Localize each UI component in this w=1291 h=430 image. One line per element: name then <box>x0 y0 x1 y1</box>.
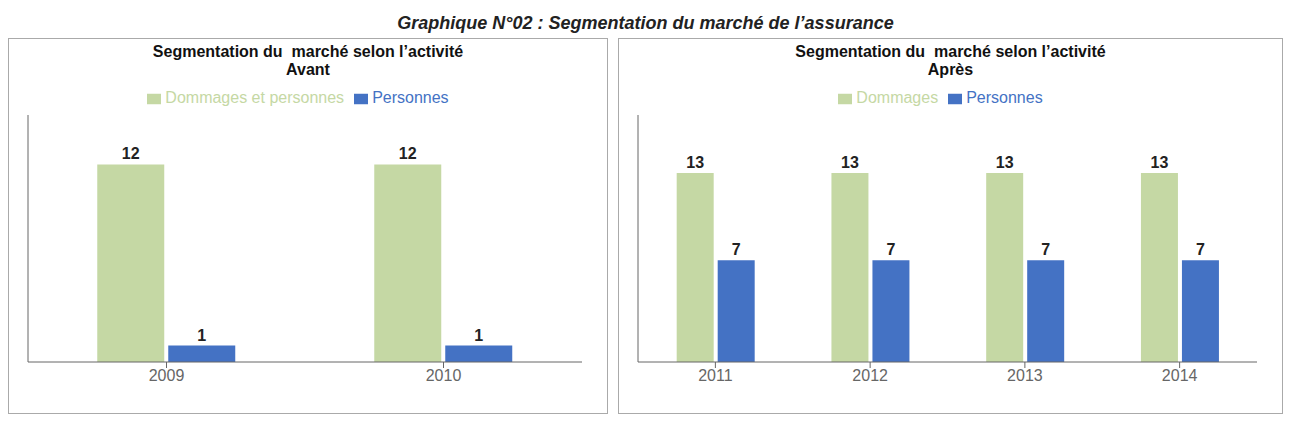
svg-text:12: 12 <box>399 145 417 162</box>
svg-text:7: 7 <box>732 241 741 258</box>
html-text:Graphique N°02 : Segmentation: Graphique N°02 : Segmentation du marché … <box>397 13 894 33</box>
html-text:Segmentation du marché selon l: Segmentation du marché selon l’activité <box>795 43 1106 60</box>
svg-text:7: 7 <box>1196 241 1205 258</box>
svg-text:12: 12 <box>122 145 140 162</box>
svg-text:2010: 2010 <box>426 367 462 384</box>
svg-text:1: 1 <box>197 327 206 344</box>
svg-text:13: 13 <box>686 154 704 171</box>
html-text:Segmentation du marché selon l: Segmentation du marché selon l’activité <box>152 43 464 60</box>
html-text:Personnes: Personnes <box>372 89 449 106</box>
html-text:Dommages: Dommages <box>856 89 939 106</box>
svg-text:2013: 2013 <box>1007 367 1043 384</box>
svg-text:1: 1 <box>474 327 483 344</box>
svg-text:13: 13 <box>996 154 1014 171</box>
svg-text:13: 13 <box>1151 154 1169 171</box>
html-text:Après: Après <box>927 61 974 78</box>
svg-text:13: 13 <box>841 154 859 171</box>
svg-text:2012: 2012 <box>852 367 888 384</box>
svg-text:2009: 2009 <box>149 367 185 384</box>
html-text:Dommages et personnes: Dommages et personnes <box>165 89 345 106</box>
svg-text:7: 7 <box>1041 241 1050 258</box>
svg-text:2011: 2011 <box>698 367 733 384</box>
html-text:Avant: Avant <box>286 61 330 78</box>
svg-text:2014: 2014 <box>1162 367 1198 384</box>
html-text:Personnes: Personnes <box>966 89 1043 106</box>
svg-text:7: 7 <box>886 241 895 258</box>
